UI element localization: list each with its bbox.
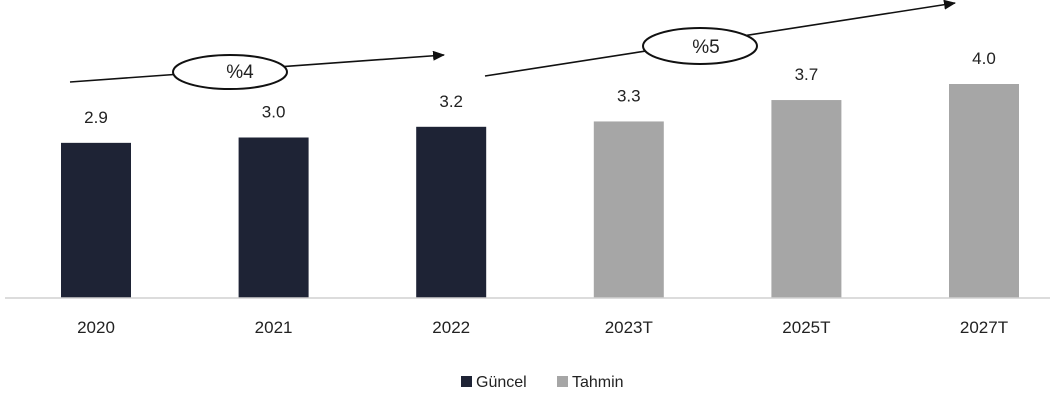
x-tick-label-2025T: 2025T <box>782 318 830 337</box>
bar-2027T <box>949 84 1019 298</box>
value-label-2025T: 3.7 <box>795 65 819 84</box>
value-label-2022: 3.2 <box>439 92 463 111</box>
x-tick-label-2027T: 2027T <box>960 318 1008 337</box>
value-label-2023T: 3.3 <box>617 86 641 105</box>
x-tick-label-2023T: 2023T <box>605 318 653 337</box>
growth-label-forecast: %5 <box>692 37 719 58</box>
x-tick-label-2020: 2020 <box>77 318 115 337</box>
bar-2021 <box>238 137 309 298</box>
growth-label-actual: %4 <box>226 62 254 83</box>
legend-label-forecast: Tahmin <box>572 374 624 391</box>
bar-2022 <box>416 126 487 298</box>
legend-label-actual: Güncel <box>476 374 527 391</box>
legend-swatch-actual <box>461 376 472 387</box>
x-tick-label-2022: 2022 <box>432 318 470 337</box>
value-label-2021: 3.0 <box>262 103 286 122</box>
plot-area: 2.9 2020 3.0 2021 3.2 2022 3.3 2023T 3.7 2025T 4.0… <box>61 49 1019 337</box>
growth-annotation-forecast: %5 <box>484 0 956 77</box>
bar-2023T <box>593 121 664 298</box>
bar-2020 <box>61 142 131 298</box>
growth-ellipse-actual <box>172 54 288 90</box>
growth-ellipse-forecast <box>642 27 758 65</box>
bar-2025T <box>771 100 842 298</box>
growth-annotation-actual: %4 <box>69 50 445 90</box>
legend: Güncel Tahmin <box>461 374 624 391</box>
value-label-2020: 2.9 <box>84 108 108 127</box>
x-tick-label-2021: 2021 <box>255 318 293 337</box>
value-label-2027T: 4.0 <box>972 49 996 68</box>
legend-swatch-forecast <box>557 376 568 387</box>
